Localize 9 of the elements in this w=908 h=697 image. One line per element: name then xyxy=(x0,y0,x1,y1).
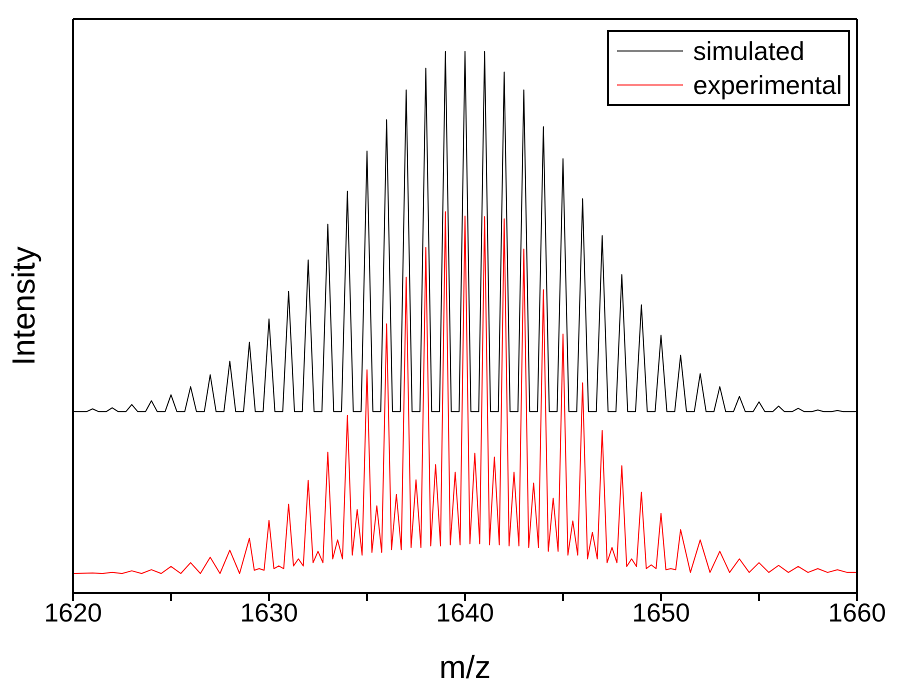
x-tick-label: 1650 xyxy=(632,597,690,628)
x-tick-label: 1620 xyxy=(44,597,102,628)
legend-label: experimental xyxy=(693,69,842,102)
x-tick-label: 1660 xyxy=(828,597,886,628)
x-tick-label: 1630 xyxy=(240,597,298,628)
x-tick-label: 1640 xyxy=(436,597,494,628)
legend-label: simulated xyxy=(693,35,804,68)
x-axis-title: m/z xyxy=(439,649,491,685)
y-axis-title: Intensity xyxy=(5,246,42,366)
